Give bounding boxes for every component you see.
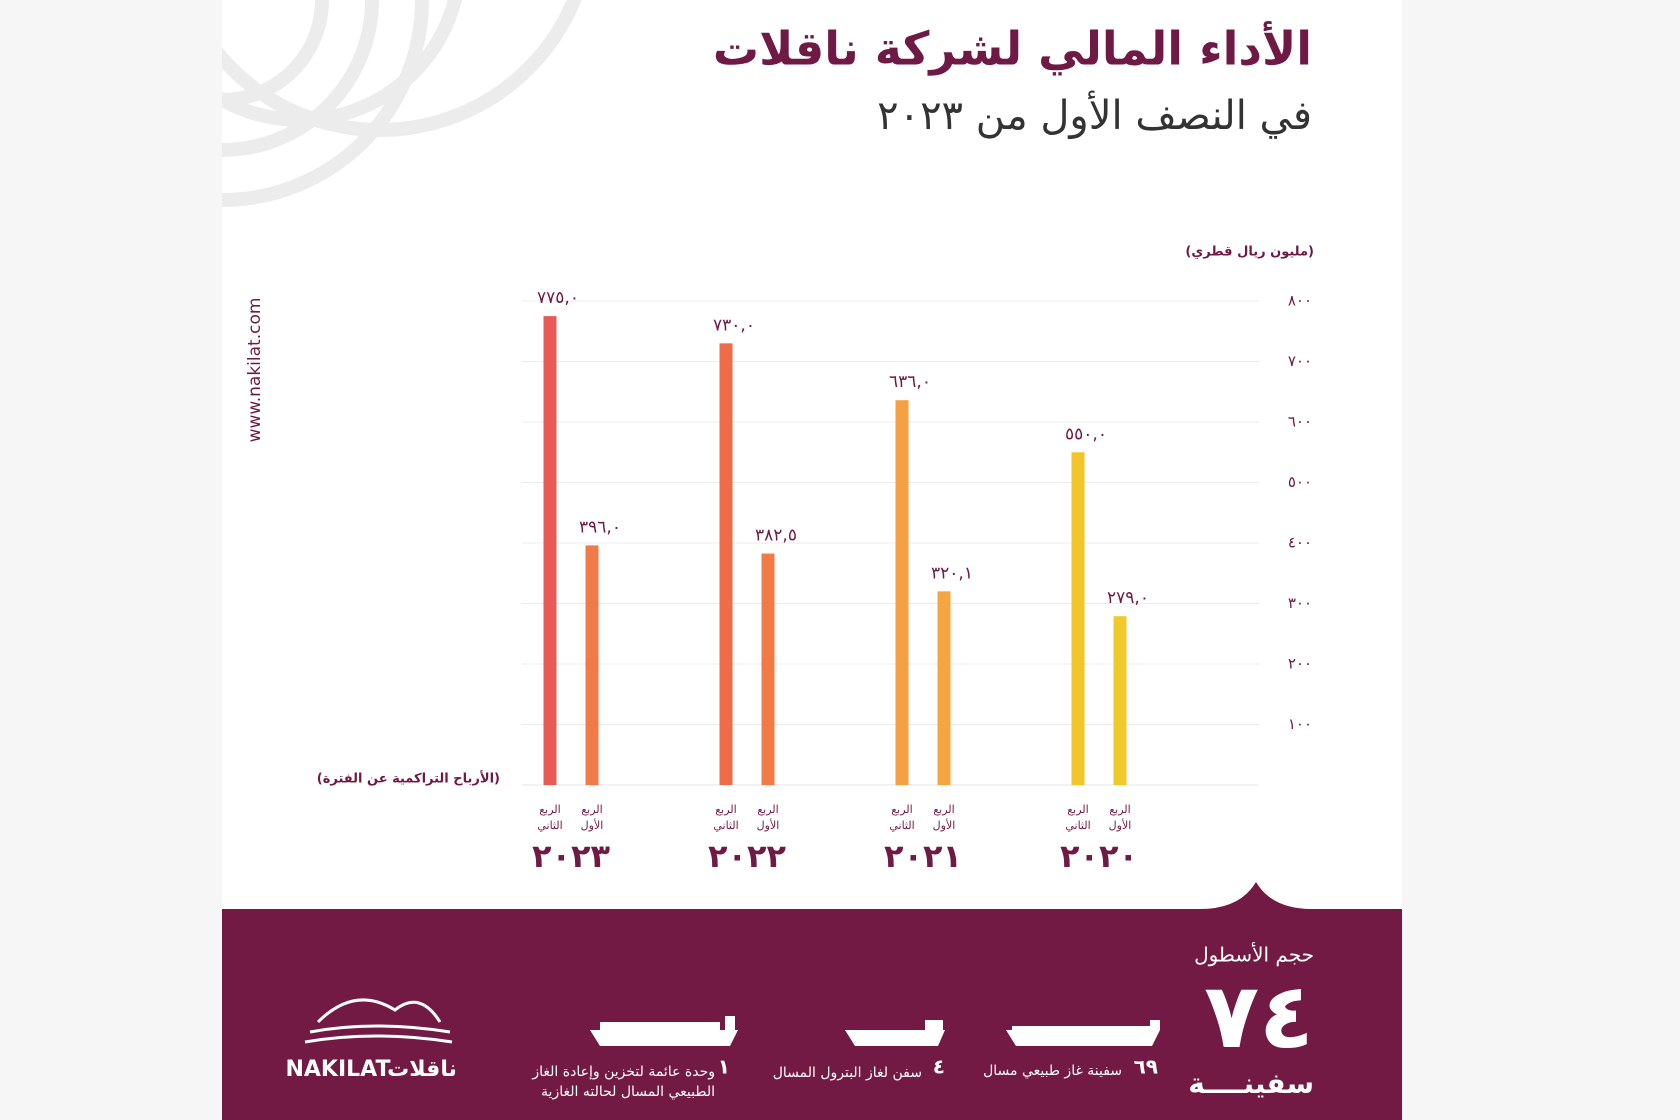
quarter-label: الربع الأول — [1109, 803, 1132, 832]
logo-mark — [304, 998, 453, 1044]
bar — [543, 316, 557, 785]
quarter-label-line: الثاني — [1065, 819, 1090, 832]
fleet-heading: حجم الأسطول — [1194, 943, 1314, 967]
fleet-count: ٦٩ — [1134, 1055, 1158, 1079]
bar — [719, 343, 733, 785]
quarter-label: الربع الأول — [933, 803, 956, 832]
quarter-label-line: الثاني — [889, 819, 914, 832]
quarter-label-line: الربع — [1067, 803, 1088, 816]
quarter-label: الربع الثاني — [889, 803, 914, 832]
fleet-unit: سفينــــة — [1188, 1067, 1314, 1100]
website: www.nakilat.com — [245, 298, 265, 443]
year-label: ٢٠٢١ — [884, 837, 962, 875]
value-label: ٦٣٦,٠ — [889, 372, 931, 392]
bar — [585, 545, 599, 785]
quarter-label-line: الأول — [1109, 818, 1132, 832]
logo-en: NAKILAT — [285, 1057, 390, 1082]
bar — [761, 553, 775, 785]
quarter-label-line: الأول — [757, 818, 780, 832]
footer-band — [222, 882, 1402, 1120]
title: الأداء المالي لشركة ناقلات — [713, 21, 1312, 76]
fleet-item: الطبيعي المسال لحالته الغازية — [541, 1084, 715, 1100]
fleet-item: سفن لغاز البترول المسال — [773, 1065, 922, 1081]
fleet-item: سفينة غاز طبيعي مسال — [983, 1063, 1122, 1079]
value-label: ٧٧٥,٠ — [537, 288, 579, 308]
bar — [1071, 452, 1085, 785]
quarter-label-line: الثاني — [713, 819, 738, 832]
value-label: ٧٣٠,٠ — [713, 315, 755, 335]
logo-ar: ناقلات — [387, 1057, 457, 1082]
quarter-label-line: الربع — [1109, 803, 1130, 816]
quarter-label: الربع الأول — [581, 803, 604, 832]
quarter-label-line: الثاني — [537, 819, 562, 832]
bar — [1113, 616, 1127, 785]
left-margin — [0, 0, 222, 1120]
subtitle: في النصف الأول من ٢٠٢٣ — [877, 90, 1312, 139]
quarter-label-line: الأول — [581, 818, 604, 832]
x-axis-label: (الأرباح التراكمية عن الفترة) — [317, 770, 500, 787]
bar — [895, 400, 909, 785]
right-margin — [1402, 0, 1680, 1120]
bar — [937, 591, 951, 785]
year-label: ٢٠٢٢ — [708, 837, 787, 875]
quarter-label-line: الأول — [933, 818, 956, 832]
fleet-count: ١ — [718, 1055, 730, 1079]
quarter-label: الربع الثاني — [1065, 803, 1090, 832]
fleet-count: ٤ — [933, 1055, 945, 1079]
quarter-label-line: الربع — [757, 803, 778, 816]
value-label: ٥٥٠,٠ — [1065, 424, 1107, 444]
fleet-total: ٧٤ — [1204, 964, 1314, 1069]
value-label: ٢٧٩,٠ — [1107, 588, 1149, 608]
y-axis-label: (مليون ريال قطري) — [1185, 245, 1314, 260]
y-tick-label: ٢٠٠ — [1288, 655, 1312, 673]
value-label: ٣٢٠,١ — [931, 563, 973, 583]
quarter-label-line: الربع — [581, 803, 602, 816]
y-tick-label: ٣٠٠ — [1288, 594, 1312, 612]
quarter-label: الربع الأول — [757, 803, 780, 832]
value-label: ٣٩٦,٠ — [579, 517, 621, 537]
quarter-label: الربع الثاني — [713, 803, 738, 832]
quarter-label-line: الربع — [891, 803, 912, 816]
year-label: ٢٠٢٣ — [532, 837, 611, 875]
y-tick-label: ٧٠٠ — [1288, 352, 1312, 370]
year-label: ٢٠٢٠ — [1060, 837, 1138, 875]
value-label: ٣٨٢,٥ — [755, 526, 797, 546]
fleet-item: وحدة عائمة لتخزين وإعادة الغاز — [531, 1064, 715, 1080]
ship-icons — [590, 1016, 1160, 1046]
y-tick-label: ٨٠٠ — [1288, 292, 1312, 310]
quarter-label-line: الربع — [539, 803, 560, 816]
quarter-label-line: الربع — [715, 803, 736, 816]
y-tick-label: ١٠٠ — [1288, 715, 1312, 733]
y-tick-label: ٤٠٠ — [1288, 534, 1312, 552]
y-tick-label: ٦٠٠ — [1288, 413, 1312, 431]
quarter-label-line: الربع — [933, 803, 954, 816]
y-tick-label: ٥٠٠ — [1288, 473, 1312, 491]
quarter-label: الربع الثاني — [537, 803, 562, 832]
